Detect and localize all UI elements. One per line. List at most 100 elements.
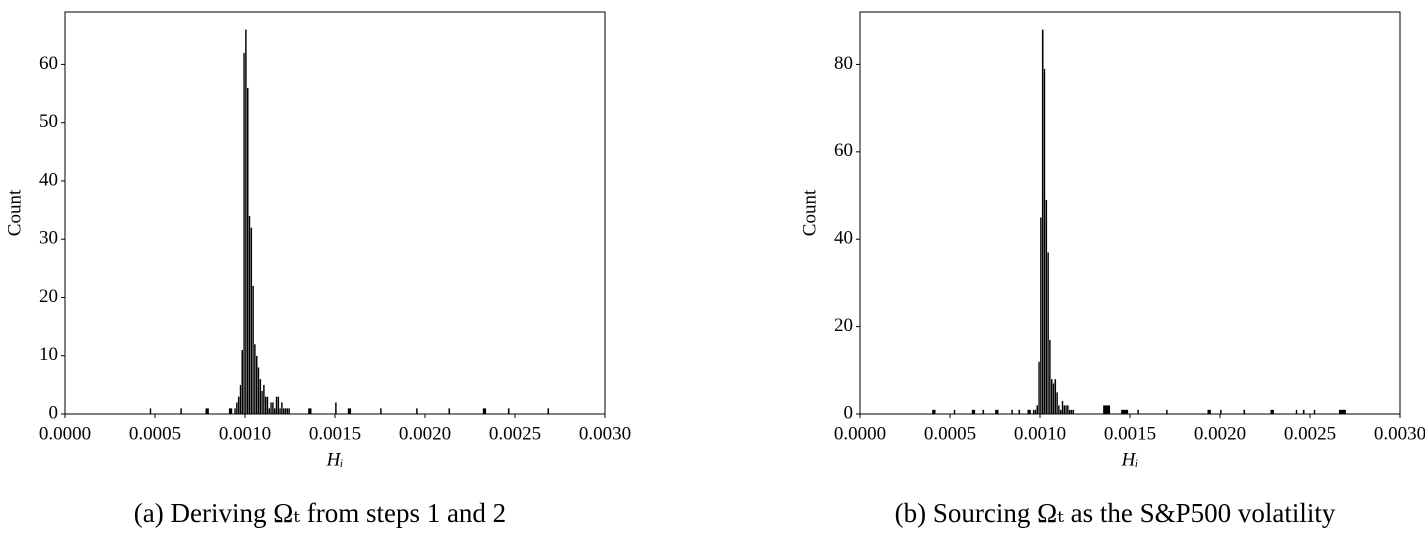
bar [264,396,267,415]
bar [1070,409,1073,415]
bar [307,408,312,415]
x-tick-label: 0.0025 [1284,423,1336,444]
bar [246,87,249,415]
bar [1102,405,1111,415]
bar [1068,409,1071,415]
caption: (b) Sourcing Ωₜ as the S&P500 volatility [895,498,1336,528]
bar [261,390,264,415]
y-tick-label: 0 [844,402,854,423]
y-tick-label: 10 [39,344,58,365]
x-tick-label: 0.0015 [309,423,361,444]
bar [275,396,278,415]
y-axis-label: Count [4,189,25,236]
bar [415,408,418,415]
bar [1057,405,1060,415]
x-tick-label: 0.0005 [129,423,181,444]
bar [271,402,274,415]
bar [244,29,247,415]
bar [279,408,282,415]
x-tick-label: 0.0020 [1194,423,1246,444]
bar [1036,405,1039,415]
bar [266,396,269,415]
bar [268,408,271,415]
bar [1295,409,1298,415]
bar [205,408,210,415]
bar [252,285,255,415]
bar [149,408,152,415]
y-tick-label: 20 [834,315,853,336]
bar [982,409,985,415]
bar [1302,409,1305,415]
bar [931,409,936,415]
y-tick-label: 30 [39,228,58,249]
axes-frame [64,11,606,415]
y-tick-label: 80 [834,53,853,74]
bar [250,227,253,415]
bar [1207,409,1212,415]
bar [1038,361,1041,415]
bar [1065,405,1068,415]
bar [239,384,242,415]
y-tick-label: 20 [39,286,58,307]
bar [448,408,451,415]
bar [255,355,258,415]
y-tick-label: 40 [834,228,853,249]
bar [1165,409,1168,415]
bar [1061,400,1064,415]
bar [1270,409,1275,415]
bar [1120,409,1129,415]
bar [259,378,262,415]
bar [1052,383,1055,415]
bar [1048,339,1051,415]
bar [1041,29,1044,415]
bar [284,408,287,415]
bar [257,367,260,415]
bar [1313,409,1316,415]
bar [507,408,510,415]
bar [228,408,233,415]
caption: (a) Deriving Ωₜ from steps 1 and 2 [134,498,506,528]
bar [347,408,352,415]
bar [273,408,276,415]
bar [1338,409,1347,415]
bar [1219,409,1222,415]
x-axis-label: Hᵢ [1121,449,1139,470]
y-tick-label: 40 [39,169,58,190]
bar [1047,252,1050,415]
bar [1063,405,1066,415]
x-tick-label: 0.0000 [39,423,91,444]
bar [253,343,256,415]
x-tick-label: 0.0030 [579,423,631,444]
bar [1072,409,1075,415]
bar [953,409,956,415]
x-tick-label: 0.0030 [1374,423,1425,444]
axes-frame [859,11,1401,415]
bar [1050,378,1053,415]
bar [1059,409,1062,415]
bar [262,384,265,415]
bar [971,409,976,415]
bar [334,402,337,415]
bar [270,402,273,415]
bar [235,402,238,415]
bar [248,215,251,415]
x-tick-label: 0.0020 [399,423,451,444]
bar [1056,392,1059,415]
bar [1018,409,1021,415]
bar [1243,409,1246,415]
bar [280,402,283,415]
x-tick-label: 0.0000 [834,423,886,444]
bar [237,396,240,415]
bar [180,408,183,415]
x-tick-label: 0.0015 [1104,423,1156,444]
bar [1045,199,1048,415]
x-axis-label: Hᵢ [326,449,344,470]
y-tick-label: 0 [49,402,59,423]
x-tick-label: 0.0025 [489,423,541,444]
x-tick-label: 0.0005 [924,423,976,444]
bar [288,408,291,415]
bar [241,349,244,415]
x-tick-label: 0.0010 [1014,423,1066,444]
bar [1032,409,1035,415]
